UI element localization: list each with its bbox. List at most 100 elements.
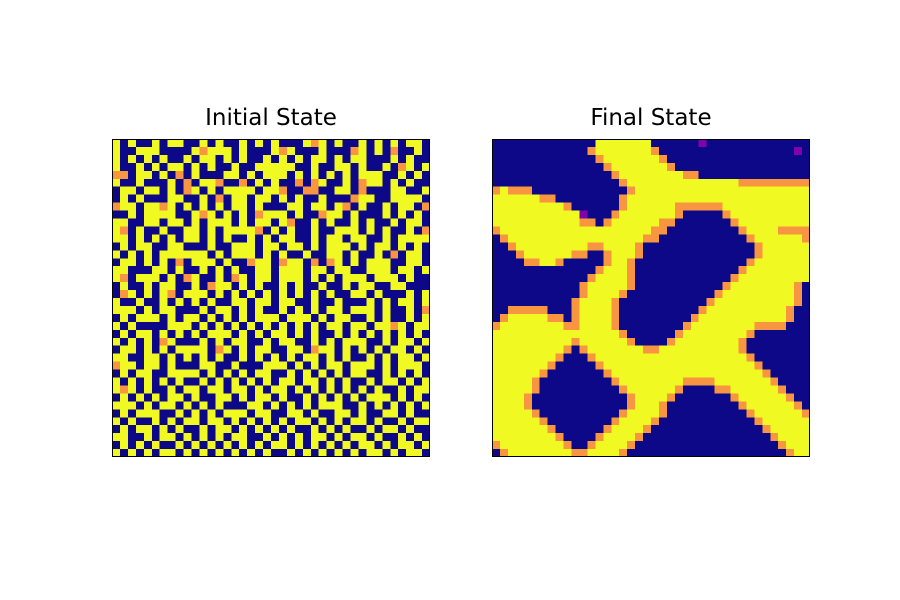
final-cell-r14-c28 <box>714 250 723 259</box>
final-cell-r13-c38 <box>794 242 803 251</box>
final-cell-r20-c23 <box>674 298 683 306</box>
final-cell-r31-c38 <box>794 385 803 394</box>
final-cell-r4-c10 <box>571 170 580 179</box>
final-cell-r13-c4 <box>523 242 532 251</box>
final-cell-r37-c27 <box>706 433 715 442</box>
final-cell-r25-c13 <box>595 337 604 346</box>
final-cell-r4-c0 <box>492 170 500 179</box>
final-cell-r20-c28 <box>714 298 723 306</box>
final-cell-r18-c33 <box>754 282 763 291</box>
initial-cell-r20-c22 <box>286 298 295 306</box>
final-cell-r18-c17 <box>627 282 636 291</box>
initial-cell-r37-c35 <box>390 433 399 442</box>
initial-cell-r24-c29 <box>342 329 351 338</box>
initial-cell-r27-c32 <box>366 353 375 362</box>
initial-cell-r12-c37 <box>406 234 415 243</box>
initial-cell-r7-c10 <box>191 194 200 203</box>
final-cell-r32-c37 <box>786 393 795 402</box>
initial-cell-r32-c10 <box>191 393 200 402</box>
initial-cell-r13-c17 <box>247 242 256 251</box>
initial-cell-r39-c29 <box>342 449 351 458</box>
initial-cell-r0-c17 <box>247 139 256 147</box>
initial-cell-r3-c16 <box>239 162 248 171</box>
final-cell-r37-c18 <box>635 433 644 442</box>
initial-cell-r28-c37 <box>406 361 415 370</box>
initial-cell-r13-c28 <box>334 242 343 251</box>
final-cell-r11-c1 <box>499 226 508 235</box>
final-cell-r5-c5 <box>531 178 540 187</box>
final-cell-r34-c34 <box>762 409 771 418</box>
initial-cell-r26-c14 <box>223 345 232 354</box>
final-cell-r2-c7 <box>547 154 556 163</box>
final-cell-r7-c16 <box>619 194 628 203</box>
final-cell-r11-c29 <box>722 226 731 235</box>
final-cell-r13-c25 <box>690 242 699 251</box>
final-cell-r18-c16 <box>619 282 628 291</box>
final-cell-r2-c12 <box>587 154 596 163</box>
initial-cell-r34-c24 <box>302 409 311 418</box>
final-cell-r1-c15 <box>611 146 620 155</box>
final-cell-r31-c12 <box>587 385 596 394</box>
initial-cell-r15-c24 <box>302 258 311 267</box>
final-cell-r33-c0 <box>492 401 500 410</box>
initial-cell-r1-c36 <box>398 146 407 155</box>
final-cell-r37-c28 <box>714 433 723 442</box>
initial-cell-r32-c6 <box>159 393 168 402</box>
final-cell-r3-c29 <box>722 162 731 171</box>
final-cell-r15-c37 <box>786 258 795 267</box>
final-cell-r2-c24 <box>682 154 691 163</box>
initial-cell-r11-c30 <box>350 226 359 235</box>
initial-cell-r33-c8 <box>175 401 184 410</box>
initial-cell-r1-c1 <box>119 146 128 155</box>
final-cell-r17-c39 <box>802 274 811 283</box>
initial-cell-r35-c18 <box>255 417 264 426</box>
initial-cell-r21-c12 <box>207 305 216 314</box>
initial-cell-r4-c22 <box>286 170 295 179</box>
final-cell-r38-c32 <box>746 441 755 450</box>
initial-cell-r18-c33 <box>374 282 383 291</box>
initial-cell-r39-c21 <box>278 449 287 458</box>
initial-cell-r8-c8 <box>175 202 184 211</box>
final-cell-r37-c25 <box>690 433 699 442</box>
final-cell-r24-c20 <box>651 329 659 338</box>
final-cell-r2-c31 <box>738 154 747 163</box>
initial-cell-r10-c30 <box>350 218 359 227</box>
final-cell-r37-c23 <box>674 433 683 442</box>
initial-cell-r14-c23 <box>294 250 303 259</box>
final-cell-r25-c35 <box>770 337 779 346</box>
initial-cell-r29-c17 <box>247 369 256 378</box>
initial-cell-r12-c11 <box>199 234 208 243</box>
initial-cell-r31-c16 <box>239 385 248 394</box>
initial-cell-r39-c15 <box>231 449 240 458</box>
final-cell-r4-c19 <box>643 170 652 179</box>
initial-cell-r25-c3 <box>135 337 144 346</box>
final-cell-r6-c14 <box>603 186 612 195</box>
initial-cell-r11-c29 <box>342 226 351 235</box>
initial-cell-r19-c34 <box>382 290 391 299</box>
final-cell-r19-c8 <box>555 290 564 299</box>
initial-cell-r8-c39 <box>422 202 431 211</box>
final-cell-r13-c13 <box>595 242 604 251</box>
initial-cell-r7-c35 <box>390 194 399 203</box>
initial-cell-r27-c34 <box>382 353 391 362</box>
final-cell-r23-c1 <box>499 321 508 330</box>
initial-cell-r19-c6 <box>159 290 168 299</box>
final-cell-r26-c25 <box>690 345 699 354</box>
final-cell-r35-c31 <box>738 417 747 426</box>
initial-cell-r34-c9 <box>183 409 192 418</box>
initial-cell-r30-c17 <box>247 377 256 386</box>
initial-cell-r27-c29 <box>342 353 351 362</box>
initial-cell-r2-c3 <box>135 154 144 163</box>
initial-cell-r37-c18 <box>255 433 264 442</box>
final-cell-r33-c24 <box>682 401 691 410</box>
initial-cell-r2-c30 <box>350 154 359 163</box>
final-cell-r26-c12 <box>587 345 596 354</box>
final-cell-r13-c16 <box>619 242 628 251</box>
initial-cell-r27-c24 <box>302 353 311 362</box>
final-cell-r35-c13 <box>595 417 604 426</box>
final-cell-r33-c12 <box>587 401 596 410</box>
initial-cell-r18-c31 <box>358 282 367 291</box>
final-cell-r16-c33 <box>754 266 763 275</box>
final-cell-r17-c29 <box>722 274 731 283</box>
final-cell-r34-c27 <box>706 409 715 418</box>
